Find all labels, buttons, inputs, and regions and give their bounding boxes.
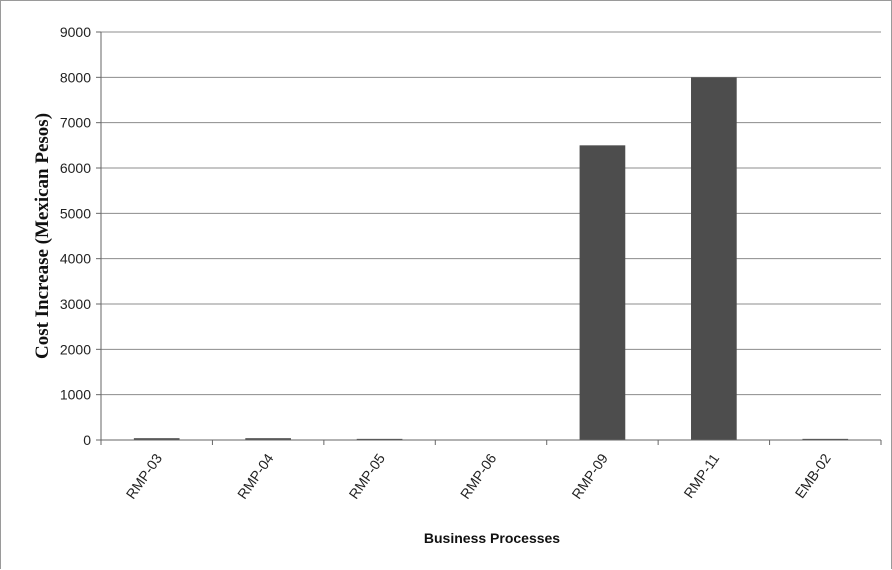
y-tick-label: 4000 xyxy=(60,251,91,267)
x-tick-label: RMP-06 xyxy=(457,450,500,501)
y-tick-label: 2000 xyxy=(60,341,91,357)
y-tick-label: 9000 xyxy=(60,24,91,40)
bar-rmp-03 xyxy=(133,438,180,440)
bars xyxy=(133,77,849,441)
y-tick-label: 7000 xyxy=(60,115,91,131)
y-axis-ticks: 0 1000 2000 3000 4000 5000 6000 7000 8000 9000 xyxy=(60,24,101,448)
y-tick-label: 3000 xyxy=(60,296,91,312)
axes xyxy=(100,32,881,441)
x-axis-title: Business Processes xyxy=(424,530,560,546)
y-tick-label: 1000 xyxy=(60,387,91,403)
bar-rmp-04 xyxy=(245,438,291,440)
y-axis-title: Cost Increase (Mexican Pesos) xyxy=(32,113,53,359)
x-tick-label: RMP-05 xyxy=(345,450,388,501)
bar-rmp-11 xyxy=(691,77,737,440)
y-tick-label: 8000 xyxy=(60,69,91,85)
x-axis-ticks: RMP-03 RMP-04 RMP-05 RMP-06 RMP-09 RMP-11 EMB-… xyxy=(100,440,882,502)
x-tick-label: RMP-11 xyxy=(680,450,722,501)
gridlines xyxy=(101,31,881,396)
bar-rmp-05 xyxy=(356,438,403,440)
x-tick-label: EMB-02 xyxy=(792,450,834,501)
y-tick-label: 5000 xyxy=(60,205,91,221)
x-tick-label: RMP-03 xyxy=(123,450,166,501)
y-tick-label: 0 xyxy=(83,432,91,448)
y-tick-label: 6000 xyxy=(60,160,91,176)
x-tick-label: RMP-09 xyxy=(568,450,611,501)
bar-rmp-09 xyxy=(579,145,626,441)
bar-emb-02 xyxy=(802,438,849,440)
x-tick-label: RMP-04 xyxy=(234,450,277,501)
